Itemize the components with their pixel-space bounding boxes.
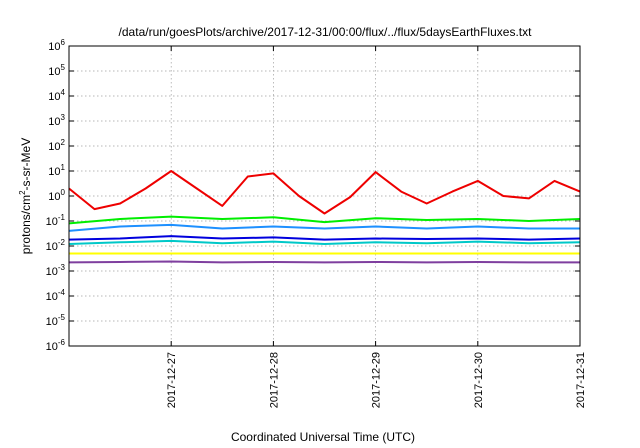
y-tick-label-exp: -4	[58, 288, 66, 297]
y-tick-label-exp: 5	[61, 63, 66, 72]
y-tick-label-exp: -2	[58, 238, 66, 247]
y-tick-label: 10-6	[46, 338, 66, 353]
y-tick-label-base: 10	[48, 191, 60, 203]
y-tick-label: 10-3	[46, 263, 66, 278]
y-axis-label-sup: 2	[18, 190, 27, 195]
series-line-3	[68, 223, 580, 232]
x-axis-label: Coordinated Universal Time (UTC)	[231, 430, 415, 444]
series-line-5	[68, 235, 581, 241]
y-axis-label: protons/cm2-s-sr-MeV	[18, 138, 33, 254]
axis-ticks: 10610510410310210110010-110-210-310-410-…	[46, 38, 587, 408]
y-tick-label-exp: -5	[58, 313, 66, 322]
y-tick-label: 101	[48, 163, 65, 178]
y-tick-label: 104	[48, 88, 65, 103]
y-tick-label: 105	[48, 63, 65, 78]
y-tick-label-exp: -6	[58, 338, 66, 347]
y-tick-label-base: 10	[46, 316, 58, 328]
y-tick-label-exp: 6	[61, 38, 66, 47]
y-tick-label-base: 10	[48, 141, 60, 153]
y-tick-label: 102	[48, 138, 65, 153]
y-tick-label: 100	[48, 188, 65, 203]
y-tick-label: 106	[48, 38, 65, 53]
y-tick-label-base: 10	[46, 216, 58, 228]
y-tick-label-base: 10	[46, 341, 58, 353]
y-tick-label-exp: -1	[58, 213, 66, 222]
chart-title: /data/run/goesPlots/archive/2017-12-31/0…	[119, 25, 533, 39]
y-tick-label-base: 10	[46, 266, 58, 278]
y-tick-label-base: 10	[46, 241, 58, 253]
y-tick-label-exp: 0	[61, 188, 66, 197]
y-tick-label: 10-2	[46, 238, 66, 253]
y-tick-label-exp: 2	[61, 138, 66, 147]
y-axis-label-base: protons/cm	[19, 195, 33, 254]
y-tick-label: 103	[48, 113, 65, 128]
x-tick-label: 2017-12-28	[268, 352, 280, 408]
y-tick-label-exp: -3	[58, 263, 66, 272]
y-tick-label-base: 10	[48, 66, 60, 78]
y-tick-label-base: 10	[48, 91, 60, 103]
x-tick-label: 2017-12-29	[371, 352, 383, 408]
y-tick-label: 10-4	[46, 288, 66, 303]
y-tick-label: 10-5	[46, 313, 66, 328]
series-line-7	[68, 260, 580, 264]
y-tick-label: 10-1	[46, 213, 66, 228]
series-line-4	[68, 239, 581, 245]
y-tick-label-exp: 1	[61, 163, 66, 172]
y-tick-label-exp: 4	[61, 88, 66, 97]
y-tick-label-base: 10	[48, 166, 60, 178]
series-line-1	[68, 170, 581, 215]
x-tick-label: 2017-12-31	[575, 352, 587, 408]
y-axis-label-group: protons/cm2-s-sr-MeV	[18, 138, 33, 254]
y-tick-label-base: 10	[48, 41, 60, 53]
x-tick-label: 2017-12-30	[473, 352, 485, 408]
x-tick-label: 2017-12-27	[166, 352, 178, 408]
y-tick-label-base: 10	[46, 291, 58, 303]
series-group	[68, 170, 581, 264]
y-axis-label-rest: -s-sr-MeV	[19, 138, 33, 191]
y-tick-label-base: 10	[48, 116, 60, 128]
series-line-2	[68, 215, 581, 225]
grid	[69, 46, 580, 346]
y-tick-label-exp: 3	[61, 113, 66, 122]
